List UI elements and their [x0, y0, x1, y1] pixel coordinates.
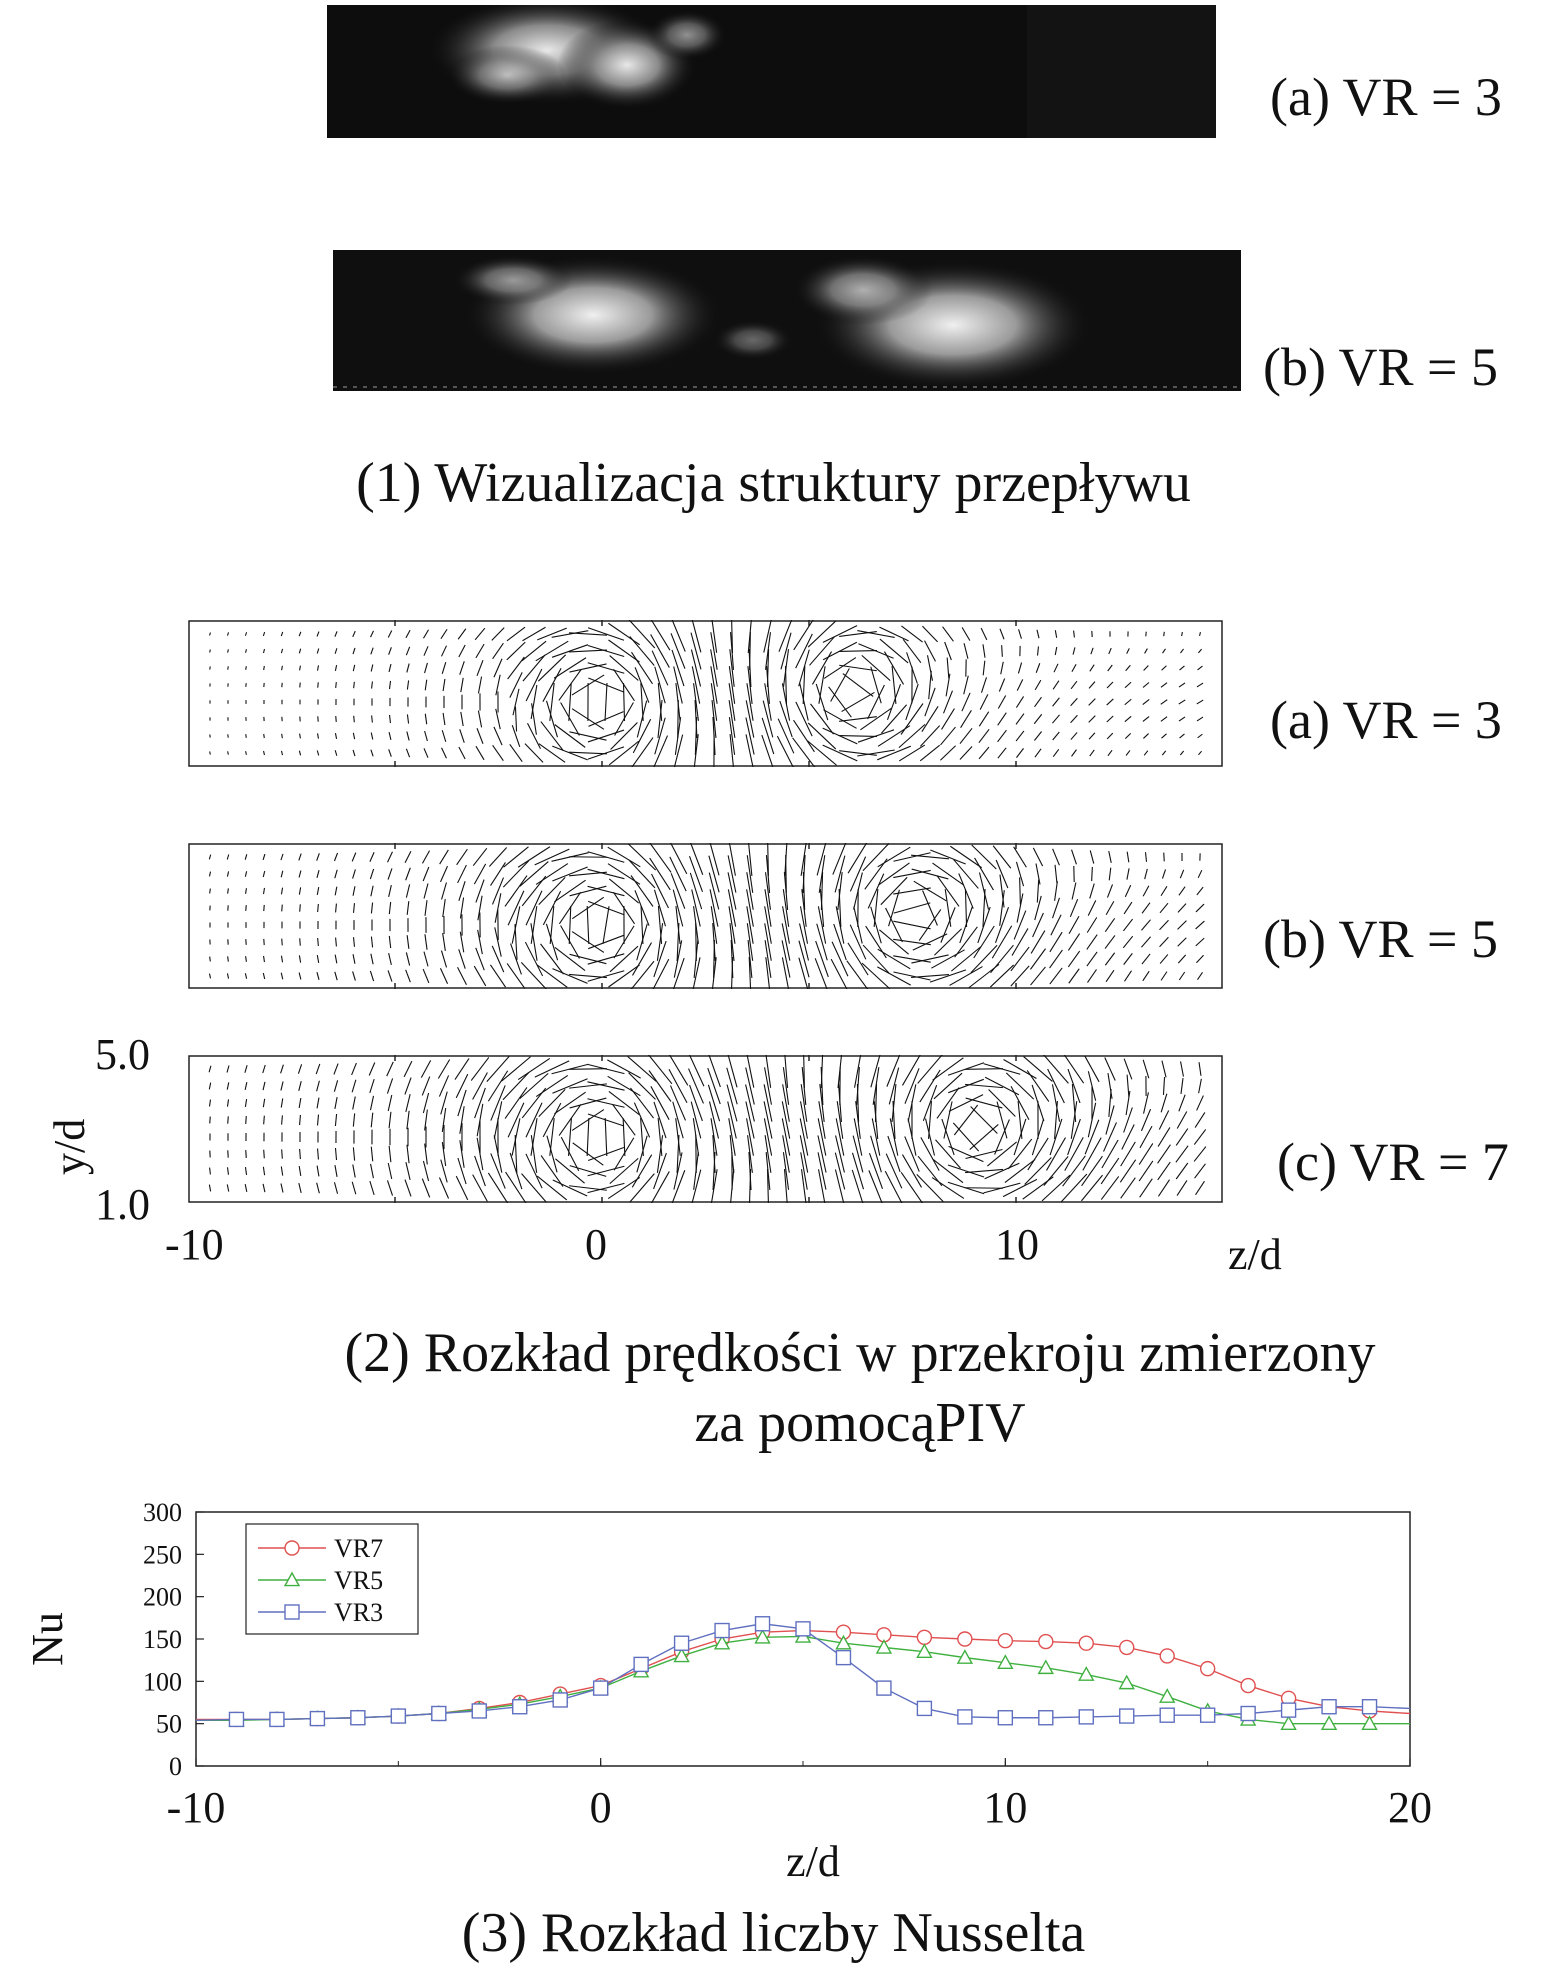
chart-data-point	[309, 1710, 326, 1727]
chart-data-point	[431, 1705, 447, 1722]
chart-data-point	[1320, 1715, 1338, 1730]
chart-data-point	[1078, 1709, 1094, 1725]
chart-data-point	[471, 1703, 487, 1719]
chart-y-tick-label: 300	[143, 1498, 182, 1527]
chart-data-point	[1361, 1715, 1378, 1730]
chart-data-point	[835, 1634, 852, 1650]
chart-x-tick-label: 0	[590, 1783, 612, 1832]
chart-data-point	[714, 1622, 730, 1639]
chart-data-point	[1321, 1699, 1337, 1715]
section2-caption-line2: za pomocąPIV	[694, 1392, 1026, 1454]
chart-data-point	[1037, 1659, 1054, 1675]
chart-legend-entry: VR7	[334, 1534, 383, 1563]
piv-y-axis-label: y/d	[45, 1118, 94, 1175]
chart-legend-entry: VR5	[334, 1566, 383, 1595]
chart-data-point	[390, 1708, 407, 1724]
chart-data-point	[673, 1647, 690, 1663]
section1-caption: (1) Wizualizacja struktury przepływu	[356, 452, 1191, 514]
chart-data-point	[997, 1710, 1014, 1726]
chart-data-point	[269, 1711, 285, 1728]
chart-data-point	[1118, 1674, 1135, 1690]
chart-data-point	[633, 1656, 649, 1673]
chart-data-point	[350, 1710, 366, 1726]
section2-caption-line1: (2) Rozkład prędkości w przekroju zmierz…	[344, 1322, 1376, 1384]
chart-data-point	[1119, 1639, 1135, 1656]
chart-x-tick-label: -10	[167, 1783, 226, 1832]
piv-label-vr5: (b) VR = 5	[1263, 909, 1498, 969]
chart-data-point	[552, 1692, 568, 1708]
chart-data-point	[1280, 1702, 1297, 1718]
visualization-label-vr5: (b) VR = 5	[1263, 337, 1498, 397]
section3-caption: (3) Rozkład liczby Nusselta	[461, 1902, 1086, 1964]
chart-data-point	[1240, 1677, 1256, 1694]
chart-series-line	[196, 1635, 1410, 1725]
chart-data-point	[512, 1699, 528, 1715]
chart-y-tick-label: 150	[143, 1625, 182, 1654]
chart-data-point	[1199, 1660, 1216, 1677]
chart-data-point	[592, 1680, 609, 1696]
piv-label-vr7: (c) VR = 7	[1277, 1132, 1509, 1192]
chart-data-point	[997, 1632, 1014, 1649]
chart-data-point	[1038, 1633, 1054, 1650]
piv-label-vr3: (a) VR = 3	[1270, 690, 1502, 750]
chart-x-tick-label: 20	[1388, 1783, 1432, 1832]
flow-visualization-image-vr5	[333, 250, 1241, 391]
chart-data-point	[1240, 1705, 1256, 1722]
chart-data-point	[957, 1631, 973, 1647]
chart-data-point	[835, 1649, 852, 1666]
chart-data-point	[1078, 1666, 1095, 1681]
chart-data-point	[284, 1540, 300, 1556]
flow-visualization-image-vr3	[327, 5, 1216, 138]
chart-data-point	[1280, 1715, 1297, 1730]
chart-data-point	[795, 1621, 811, 1637]
chart-y-tick-label: 250	[143, 1540, 182, 1569]
chart-data-point	[997, 1654, 1014, 1670]
chart-data-point	[876, 1680, 892, 1696]
piv-x-axis-label: z/d	[1228, 1230, 1282, 1279]
piv-vector-field-vr7	[188, 1055, 1223, 1203]
chart-data-point	[1159, 1707, 1175, 1723]
chart-series-vr3	[195, 1616, 1411, 1728]
visualization-label-vr3: (a) VR = 3	[1270, 67, 1502, 127]
chart-data-point	[1361, 1699, 1378, 1715]
nusselt-chart: 300 250 200 150 100 50 0 -10 0 10 20 z/d Nu VR7 VR5 VR3	[0, 1490, 1547, 1890]
chart-data-point	[1038, 1710, 1054, 1726]
piv-vector-field-vr5	[188, 843, 1223, 989]
chart-legend: VR7 VR5 VR3	[245, 1523, 419, 1635]
piv-vector-field-vr3	[188, 620, 1223, 767]
piv-x-tick-0: -10	[165, 1220, 224, 1269]
chart-data-point	[1119, 1708, 1135, 1724]
chart-y-tick-label: 200	[143, 1583, 182, 1612]
chart-data-point	[956, 1649, 974, 1664]
chart-data-point	[1159, 1688, 1176, 1703]
chart-data-point	[1078, 1635, 1094, 1651]
piv-y-tick-bottom: 1.0	[95, 1180, 150, 1229]
piv-x-tick-1: 0	[585, 1220, 607, 1269]
chart-data-point	[916, 1643, 933, 1659]
chart-data-point	[228, 1711, 245, 1728]
chart-data-point	[1199, 1707, 1216, 1723]
chart-data-point	[284, 1604, 300, 1620]
chart-data-point	[916, 1700, 933, 1717]
chart-data-point	[1159, 1648, 1175, 1664]
chart-y-axis-label: Nu	[23, 1612, 72, 1666]
chart-data-point	[875, 1639, 893, 1654]
chart-y-tick-label: 50	[156, 1710, 182, 1739]
chart-x-tick-label: 10	[983, 1783, 1027, 1832]
chart-data-point	[957, 1709, 973, 1725]
chart-data-point	[673, 1635, 690, 1651]
chart-data-point	[916, 1629, 933, 1646]
chart-data-point	[754, 1628, 771, 1644]
chart-data-point	[283, 1571, 301, 1587]
chart-y-tick-label: 0	[169, 1752, 182, 1781]
piv-y-tick-top: 5.0	[95, 1030, 150, 1079]
chart-x-axis-label: z/d	[786, 1837, 840, 1886]
chart-data-point	[754, 1616, 771, 1632]
chart-data-point	[713, 1634, 731, 1650]
chart-y-tick-label: 100	[143, 1667, 182, 1696]
chart-series-line	[196, 1629, 1411, 1721]
piv-x-tick-2: 10	[995, 1220, 1039, 1269]
chart-legend-entry: VR3	[334, 1598, 383, 1627]
